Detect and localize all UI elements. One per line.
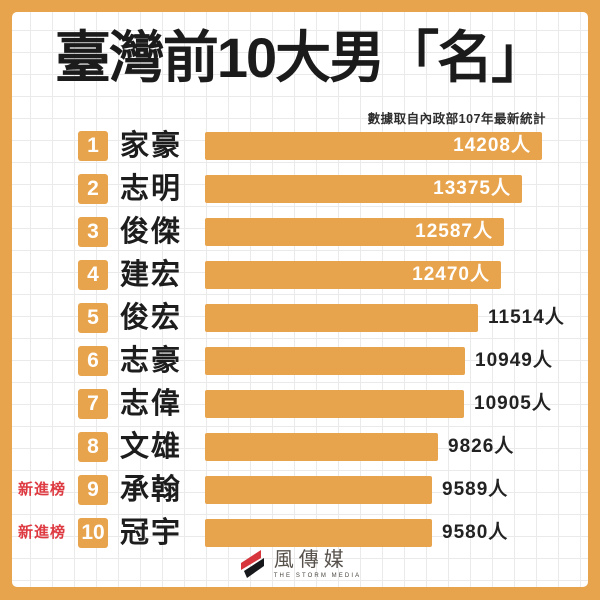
- value-bar: 12470人: [205, 261, 501, 289]
- data-source-note: 數據取自內政部107年最新統計: [367, 112, 546, 126]
- chart-row: 2 志明 13375人: [12, 173, 588, 205]
- value-label: 12470人: [412, 264, 490, 285]
- name-label: 承翰: [120, 474, 183, 506]
- chart-panel: 臺灣前10大男「名」 數據取自內政部107年最新統計 風傳媒 THE STORM…: [12, 12, 588, 587]
- value-bar: 12587人: [205, 218, 504, 246]
- value-label: 9589人: [442, 479, 509, 500]
- value-label: 14208人: [453, 135, 531, 156]
- value-bar: [205, 347, 465, 375]
- value-label: 11514人: [488, 307, 565, 328]
- rank-number: 10: [78, 518, 108, 548]
- name-label: 俊傑: [120, 216, 183, 248]
- rank-number: 9: [78, 475, 108, 505]
- value-bar: [205, 390, 464, 418]
- rank-number: 8: [78, 432, 108, 462]
- footer-logo: 風傳媒 THE STORM MEDIA: [12, 548, 588, 580]
- chart-row: 6 志豪 10949人: [12, 345, 588, 377]
- name-label: 志豪: [120, 345, 183, 377]
- rank-number: 4: [78, 260, 108, 290]
- chart-row: 8 文雄 9826人: [12, 431, 588, 463]
- rank-number: 1: [78, 131, 108, 161]
- name-label: 家豪: [120, 130, 183, 162]
- value-label: 12587人: [415, 221, 493, 242]
- name-label: 俊宏: [120, 302, 183, 334]
- name-label: 志明: [120, 173, 183, 205]
- value-bar: [205, 476, 432, 504]
- name-label: 文雄: [120, 431, 183, 463]
- new-entry-badge: 新進榜: [18, 481, 67, 498]
- value-label: 9580人: [442, 522, 509, 543]
- value-bar: 14208人: [205, 132, 542, 160]
- chart-row: 1 家豪 14208人: [12, 130, 588, 162]
- chart-row: 4 建宏 12470人: [12, 259, 588, 291]
- chart-row: 5 俊宏 11514人: [12, 302, 588, 334]
- storm-media-logo-icon: [240, 550, 264, 578]
- footer-logo-text: 風傳媒: [273, 548, 349, 571]
- rank-number: 3: [78, 217, 108, 247]
- value-bar: 13375人: [205, 175, 522, 203]
- value-label: 13375人: [433, 178, 511, 199]
- page-title: 臺灣前10大男「名」: [54, 26, 547, 89]
- footer-logo-subtext: THE STORM MEDIA: [273, 572, 362, 579]
- chart-row: 新進榜 10 冠宇 9580人: [12, 517, 588, 549]
- value-bar: [205, 519, 432, 547]
- chart-row: 7 志偉 10905人: [12, 388, 588, 420]
- chart-row: 新進榜 9 承翰 9589人: [12, 474, 588, 506]
- value-bar: [205, 433, 438, 461]
- rank-number: 2: [78, 174, 108, 204]
- value-label: 9826人: [448, 436, 515, 457]
- name-label: 冠宇: [120, 517, 183, 549]
- new-entry-badge: 新進榜: [18, 524, 67, 541]
- chart-row: 3 俊傑 12587人: [12, 216, 588, 248]
- rank-number: 5: [78, 303, 108, 333]
- rank-number: 6: [78, 346, 108, 376]
- footer-logo-textblock: 風傳媒 THE STORM MEDIA: [274, 550, 361, 579]
- value-label: 10905人: [474, 393, 552, 414]
- rank-number: 7: [78, 389, 108, 419]
- value-bar: [205, 304, 478, 332]
- value-label: 10949人: [475, 350, 553, 371]
- name-label: 志偉: [120, 388, 183, 420]
- name-label: 建宏: [120, 259, 183, 291]
